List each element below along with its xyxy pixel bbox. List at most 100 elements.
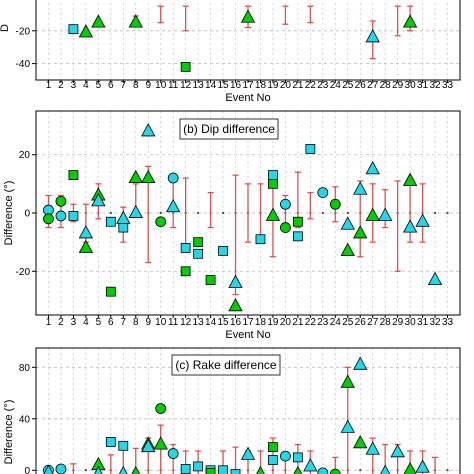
x-tick-label: 27 (367, 80, 379, 91)
green-triangle-marker (128, 14, 143, 28)
cyan-triangle-marker (303, 458, 318, 472)
panel-a-ylabel-fragment: D (0, 24, 11, 32)
cyan-triangle-marker (91, 193, 106, 207)
x-tick-label: 20 (280, 317, 292, 328)
x-tick-label: 9 (145, 317, 151, 328)
cyan-triangle-marker (166, 198, 181, 213)
x-tick-label: 27 (367, 317, 379, 328)
cyan-triangle-marker (116, 210, 131, 224)
x-tick-label: 12 (180, 317, 192, 328)
x-tick-label: 23 (317, 80, 329, 91)
x-tick-label: 14 (205, 317, 217, 328)
x-tick-label: 15 (217, 317, 229, 328)
cyan-square-marker (105, 437, 116, 447)
x-tick-label: 24 (330, 80, 342, 91)
x-tick-label: 33 (442, 80, 454, 91)
green-triangle-marker (353, 434, 368, 449)
cyan-circle-marker (317, 467, 329, 474)
x-tick-label: 32 (429, 317, 441, 328)
x-tick-label: 25 (342, 317, 354, 328)
green-triangle-marker (365, 207, 380, 221)
x-tick-label: 31 (417, 317, 429, 328)
green-square-marker (268, 178, 278, 189)
green-square-marker (205, 467, 216, 474)
panel-b-plot (43, 123, 449, 312)
x-tick-label: 25 (342, 80, 354, 91)
y-tick-label: 0 (24, 209, 30, 220)
cyan-square-marker (305, 143, 316, 154)
y-tick-label: -20 (16, 267, 31, 278)
x-tick-label: 29 (392, 80, 404, 91)
green-triangle-marker (240, 9, 256, 23)
green-circle-marker (329, 198, 341, 210)
y-tick-label: 40 (19, 414, 31, 425)
cyan-triangle-marker (402, 219, 418, 233)
x-tick-label: 32 (429, 80, 441, 91)
cyan-circle-marker (280, 198, 291, 210)
x-tick-label: 3 (71, 317, 77, 328)
cyan-triangle-marker (390, 443, 405, 458)
x-tick-label: 23 (317, 317, 329, 328)
green-square-marker (193, 237, 204, 248)
cyan-triangle-marker (380, 464, 391, 474)
x-tick-label: 20 (280, 80, 292, 91)
x-tick-label: 18 (255, 80, 267, 91)
x-tick-label: 3 (71, 80, 77, 91)
zero-dot (159, 211, 162, 215)
green-triangle-marker (228, 297, 243, 312)
panel-c-title: (c) Rake difference (175, 358, 276, 372)
cyan-square-marker (268, 170, 278, 181)
zero-dot (197, 211, 200, 215)
cyan-square-marker (218, 245, 228, 256)
panel-b-ylabel: Difference (°) (3, 181, 15, 246)
zero-dot (221, 211, 225, 215)
cyan-triangle-marker (340, 216, 355, 230)
x-tick-label: 29 (392, 317, 404, 328)
green-triangle-marker (131, 465, 141, 474)
x-tick-label: 24 (330, 317, 342, 328)
x-tick-label: 5 (96, 80, 102, 91)
cyan-square-marker (118, 222, 129, 233)
cyan-square-marker (105, 216, 116, 227)
green-triangle-marker (256, 465, 265, 474)
y-tick-label: 80 (19, 363, 31, 374)
x-tick-label: 10 (155, 80, 167, 91)
cyan-triangle-marker (415, 459, 430, 473)
green-circle-marker (280, 222, 291, 233)
x-tick-label: 14 (205, 80, 217, 91)
x-tick-label: 19 (267, 317, 279, 328)
green-triangle-marker (91, 14, 106, 28)
cyan-triangle-marker (365, 441, 380, 455)
cyan-circle-marker (55, 210, 67, 222)
x-tick-label: 11 (168, 80, 179, 91)
panel-c-plot (43, 356, 449, 474)
x-tick-label: 9 (145, 80, 151, 91)
cyan-square-marker (268, 455, 278, 465)
cyan-triangle-marker (78, 225, 94, 239)
x-tick-label: 1 (46, 80, 52, 91)
x-tick-label: 10 (155, 317, 167, 328)
x-tick-label: 26 (355, 80, 367, 91)
x-tick-label: 11 (168, 317, 179, 328)
cyan-triangle-marker (240, 446, 256, 460)
panel-a: -40-201 2 3 4 5 6 7 8 9 10 11 12 13 14 15 16 17 18 19 20 21 2… (0, 0, 461, 104)
x-tick-label: 17 (242, 317, 254, 328)
cyan-triangle-marker (353, 356, 368, 370)
green-triangle-marker (293, 465, 303, 474)
zero-dot (446, 211, 449, 215)
cyan-circle-marker (280, 450, 291, 462)
green-triangle-marker (128, 169, 143, 183)
x-tick-label: 13 (193, 80, 205, 91)
x-tick-label: 6 (108, 80, 114, 91)
cyan-circle-marker (317, 187, 329, 199)
panel-c-ylabel: Difference (°) (3, 400, 15, 465)
cyan-triangle-marker (141, 438, 156, 453)
x-tick-label: 18 (255, 317, 267, 328)
panel-a-plot (68, 5, 418, 72)
x-tick-label: 19 (267, 80, 279, 91)
green-triangle-marker (141, 169, 156, 183)
x-tick-label: 4 (83, 80, 89, 91)
x-tick-label: 16 (230, 317, 242, 328)
x-tick-label: 2 (58, 317, 64, 328)
